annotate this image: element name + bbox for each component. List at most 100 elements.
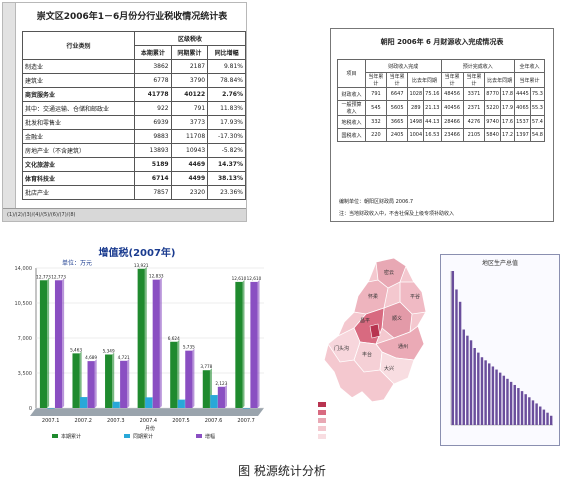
bar: [177, 399, 185, 408]
bar: [539, 406, 542, 425]
chart-floor: [30, 408, 264, 416]
data-label: 2,123: [215, 381, 227, 386]
district-label: 怀柔: [368, 293, 378, 300]
col-industry: 行业类别: [21, 31, 136, 60]
report-group1: 财政收入完成: [364, 59, 442, 73]
legend-label: 同期累计: [133, 433, 153, 440]
cell-prior: 4469: [170, 157, 209, 172]
report-cell: 17.8: [499, 87, 516, 101]
bar: [506, 378, 509, 425]
tax-table: 行业类别 区级税收 本期累计 同期累计 同比增幅 制造业 3862 2187 9.81…: [21, 31, 246, 200]
cell-current: 7857: [134, 185, 172, 200]
bar-side: [224, 384, 227, 408]
cell-prior: 3773: [170, 115, 209, 130]
data-label: 6,624: [168, 336, 180, 341]
beijing-district-map: 密云 平谷 怀柔 顺义 昌平 通州 丰台 大兴 门头沟: [318, 257, 427, 439]
report-row-name: 国税收入: [337, 128, 366, 142]
data-label: 4,689: [85, 355, 97, 360]
bar: [185, 350, 193, 408]
bar: [498, 372, 502, 425]
data-label: 5,735: [183, 345, 195, 350]
figure-caption: 图 税源统计分析: [238, 464, 326, 478]
table-row: 商贸服务业 41778 40122 2.76%: [21, 87, 246, 102]
district-label: 通州: [398, 343, 408, 350]
report-title: 朝阳 2006年 6 月财源收入完成情况表: [380, 38, 504, 46]
bar: [473, 348, 476, 425]
col-growth: 同比增幅: [207, 45, 246, 60]
table-row: 文化旅游业 5189 4469 14.37%: [21, 157, 246, 172]
gdp-bar-chart: [450, 271, 553, 426]
report-sub: 比去年同期: [484, 72, 516, 88]
x-tick-label: 2007.3: [107, 418, 125, 424]
bar: [491, 366, 495, 425]
bar-side: [159, 277, 162, 408]
bar-side: [257, 279, 260, 408]
data-label: 13,921: [134, 263, 149, 268]
cell-name: 体育科技业: [21, 171, 136, 186]
bar: [235, 281, 243, 408]
sheet-tabs[interactable]: (1)/(2)/(3)/(4)/(5)/(6)/(7)/(8): [3, 208, 246, 221]
bar: [112, 401, 120, 408]
y-tick-label: 14,000: [15, 266, 33, 272]
bar: [488, 363, 491, 425]
cell-growth: 17.93%: [207, 115, 246, 130]
bar: [87, 361, 95, 408]
cell-growth: 2.76%: [207, 87, 246, 102]
bar: [455, 289, 458, 425]
district-label: 大兴: [384, 365, 394, 372]
cell-growth: 14.37%: [207, 157, 246, 172]
cell-name: 其中：交通运输、仓储和邮政业: [21, 101, 136, 116]
legend-swatch: [196, 434, 202, 438]
bar: [145, 397, 153, 408]
bar: [520, 391, 524, 425]
report-cell: 2371: [462, 100, 486, 116]
data-label: 12,833: [149, 274, 164, 279]
x-tick-label: 2007.7: [237, 418, 255, 424]
bar: [250, 281, 258, 408]
bar: [480, 357, 484, 425]
report-row: 地税收入 332 3665 1498 44.13 28466 4276 9740 17.6 153…: [337, 115, 546, 129]
district-shape: [379, 351, 415, 385]
report-cell: 57.4: [529, 115, 546, 129]
bar-side: [127, 358, 130, 408]
bar: [210, 395, 218, 408]
report-col-item: 项目: [337, 59, 366, 88]
bar: [152, 279, 160, 408]
bar: [80, 397, 88, 408]
bar: [549, 415, 553, 425]
x-tick-label: 2007.4: [140, 418, 158, 424]
cell-current: 922: [134, 101, 172, 116]
cell-current: 6778: [134, 73, 172, 88]
data-label: 5,349: [103, 349, 115, 354]
report-cell: 3665: [385, 115, 409, 129]
cell-growth: 78.84%: [207, 73, 246, 88]
bar: [137, 268, 145, 408]
report-row: 国税收入 220 2405 1004 16.53 23466 2105 5840 17.2 139…: [337, 128, 546, 142]
cell-growth: 23.36%: [207, 185, 246, 200]
report-row-name: 地税收入: [337, 115, 366, 129]
data-label: 12,773: [51, 274, 66, 279]
report-sub: 当年累计: [364, 72, 387, 88]
cell-growth: 9.81%: [207, 59, 246, 74]
cell-name: 批店产业: [21, 185, 136, 200]
report-cell: 2405: [385, 128, 409, 142]
bar-side: [79, 351, 82, 408]
bar-side: [192, 348, 195, 408]
report-cell: 4065: [514, 100, 531, 116]
bar-side: [94, 359, 97, 408]
report-cell: 6647: [385, 87, 409, 101]
x-tick-label: 2007.6: [205, 418, 223, 424]
bar: [458, 301, 462, 425]
chart-unit: 单位：万元: [62, 260, 93, 267]
cell-growth: -5.82%: [207, 143, 246, 158]
cell-name: 制造业: [21, 59, 136, 74]
row-header-strip: [3, 3, 16, 209]
y-tick-label: 3,500: [18, 371, 32, 377]
report-table: 项目 财政收入完成 预计完成收入 全年收入 当年累计 当年累计 比去年同期 当年…: [337, 59, 546, 142]
report-cell: 1004: [407, 128, 425, 142]
report-cell: 55.3: [529, 100, 546, 116]
report-cell: 48456: [440, 87, 464, 101]
report-cell: 1498: [407, 115, 425, 129]
y-tick-label: 10,500: [15, 301, 33, 307]
